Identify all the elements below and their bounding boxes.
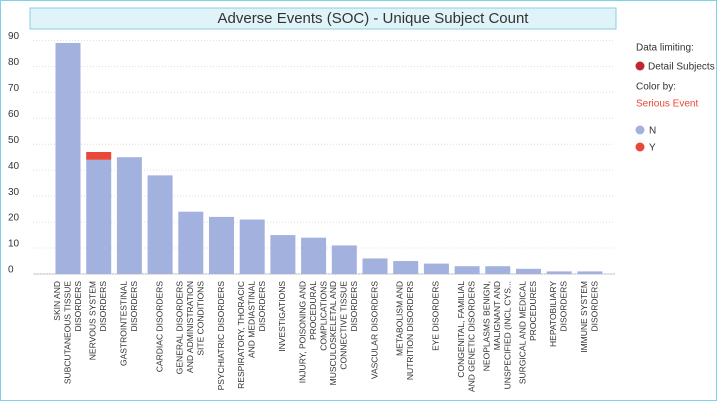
chart-title: Adverse Events (SOC) - Unique Subject Co… [218,10,530,27]
y-tick-label: 80 [8,57,20,68]
x-tick-label: CARDIAC DISORDERS [154,281,164,372]
bar [55,42,81,274]
bar [178,211,204,274]
x-tick-label: INVESTIGATIONS [277,281,287,352]
y-tick-label: 60 [8,109,20,120]
y-tick-label: 20 [8,213,20,224]
bar [577,271,603,274]
legend-title: Color by: [636,82,676,93]
x-tick-label: DISORDERS [73,281,83,332]
x-tick-label: NUTRITION DISORDERS [405,281,415,381]
bar [393,261,419,274]
x-tick-label: SITE CONDITIONS [196,281,206,356]
x-tick-label: PROCEDURES [528,281,538,341]
title-bar [29,7,617,30]
bar [301,237,327,274]
legend-field[interactable]: Serious Event [636,99,698,110]
bar [270,235,296,274]
x-tick-label: PROCEDURAL [308,281,318,340]
x-tick-label: EYE DISORDERS [431,281,441,351]
x-tick-label: RESPIRATORY, THORACIC [236,281,246,389]
x-tick-label: DISORDERS [589,281,599,332]
legend-swatch [635,142,645,152]
legend-swatch [635,61,645,71]
x-tick-label: DISORDERS [349,281,359,332]
x-tick-label: GENERAL DISORDERS [175,281,185,375]
x-tick-label: CONGENITAL, FAMILIAL [456,281,466,378]
bar [423,263,449,274]
bar [116,157,142,274]
x-tick-label: MALIGNANT AND [492,281,502,350]
y-tick-label: 0 [8,265,14,276]
x-tick-label: DISORDERS [559,281,569,332]
bar [86,159,112,274]
y-tick-label: 10 [8,239,20,250]
x-tick-label: VASCULAR DISORDERS [369,281,379,379]
legend-swatch [635,125,645,135]
bar [147,175,173,274]
x-tick-label: MUSCULOSKELETAL AND [328,281,338,385]
x-tick-label: AND MEDIASTINAL [246,281,256,358]
x-tick-label: SURGICAL AND MEDICAL [518,281,528,384]
x-tick-label: DISORDERS [257,281,267,332]
x-tick-label: DISORDERS [98,281,108,332]
x-tick-label: NERVOUS SYSTEM [88,281,98,360]
legend-title: Data limiting: [636,43,694,54]
legend-label[interactable]: Detail Subjects [648,62,715,73]
bar [239,219,265,274]
x-tick-label: GASTROINTESTINAL [118,281,128,366]
x-tick-label: METABOLISM AND [395,281,405,356]
bar [209,216,234,274]
bar [362,258,388,274]
x-tick-label: IMMUNE SYSTEM [579,281,589,353]
x-tick-label: PSYCHIATRIC DISORDERS [216,281,226,391]
x-tick-label: SUBCUTANEOUS TISSUE [62,281,72,384]
x-tick-label: NEOPLASMS BENIGN, [482,281,492,371]
legend-label[interactable]: Y [649,143,656,154]
y-tick-label: 70 [8,83,20,94]
bar [454,266,480,274]
x-tick-label: COMPLICATIONS [318,281,328,351]
bar [546,271,572,274]
y-tick-label: 30 [8,187,20,198]
x-tick-label: CONNECTIVE TISSUE [339,281,349,370]
y-tick-label: 40 [8,161,20,172]
x-tick-label: SKIN AND [52,281,62,321]
bar [86,152,112,160]
x-tick-label: UNSPECIFIED (INCL CYS... [503,281,513,389]
x-tick-label: DISORDERS [129,281,139,332]
x-tick-label: INJURY, POISONING AND [297,281,307,383]
x-tick-label: AND ADMINISTRATION [185,281,195,373]
y-tick-label: 90 [8,31,20,42]
y-tick-label: 50 [8,135,20,146]
bar [331,245,357,274]
x-tick-label: HEPATOBILIARY [548,281,558,347]
bar [516,268,541,274]
bar [485,266,511,274]
legend-label[interactable]: N [649,126,656,137]
x-tick-label: AND GENETIC DISORDERS [467,281,477,392]
